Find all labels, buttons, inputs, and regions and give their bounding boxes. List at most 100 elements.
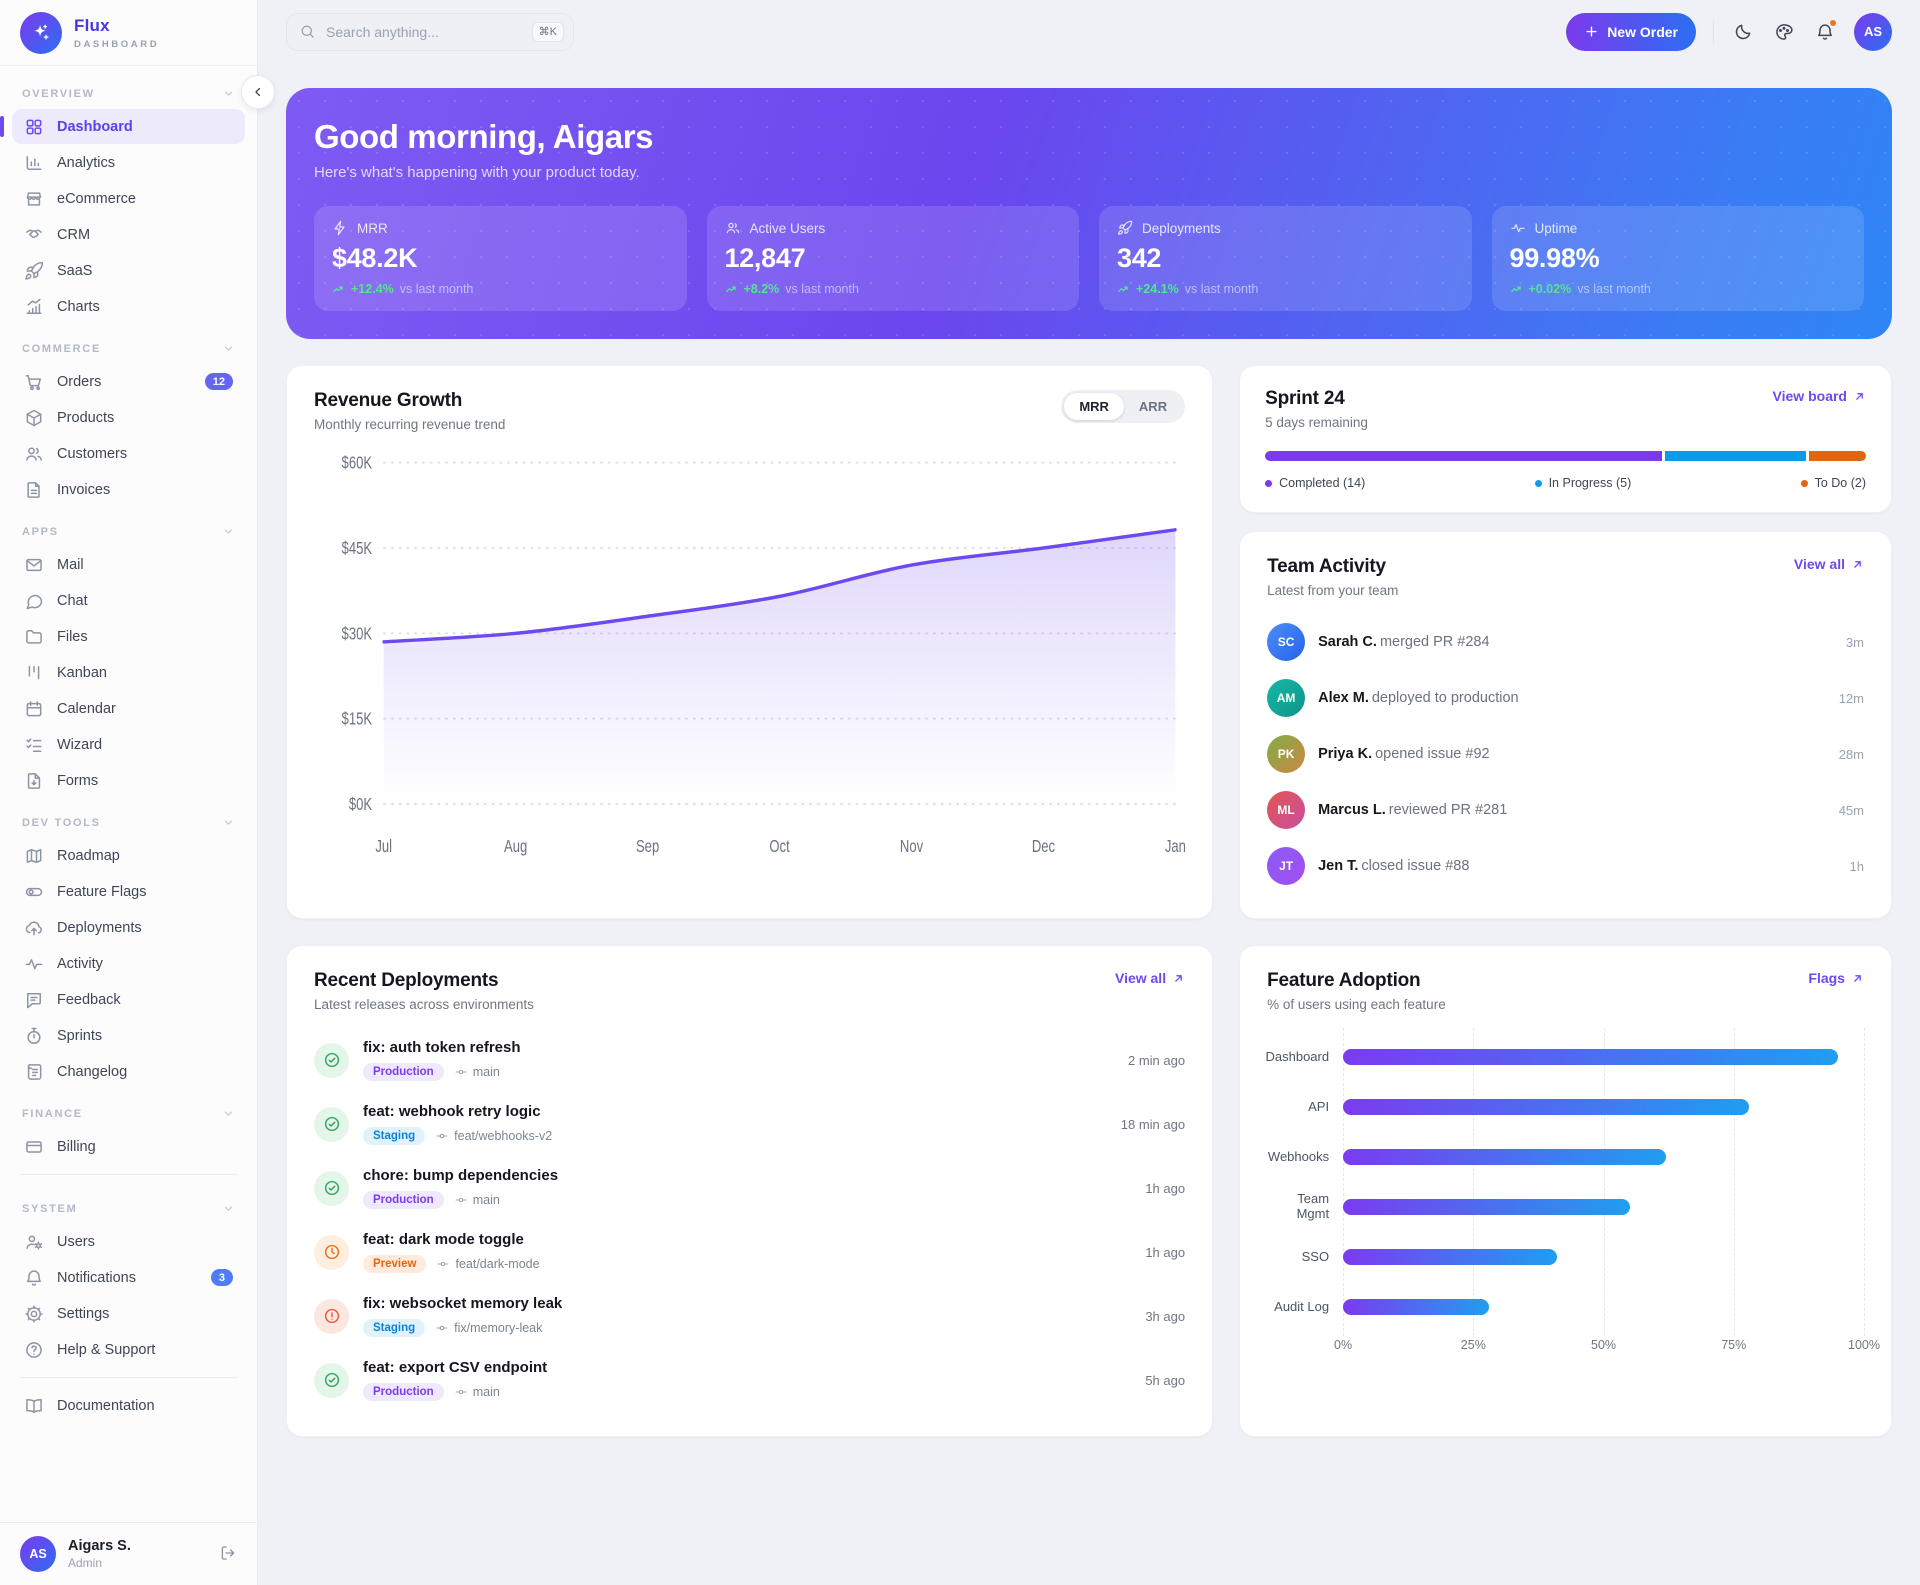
section-finance[interactable]: FINANCE	[0, 1090, 257, 1128]
sidebar-item-documentation[interactable]: Documentation	[12, 1388, 245, 1423]
rocket-icon	[1117, 220, 1133, 236]
sidebar-item-feature-flags[interactable]: Feature Flags	[12, 874, 245, 909]
theme-button[interactable]	[1772, 20, 1796, 44]
users-icon	[725, 220, 741, 236]
rocket-icon	[24, 261, 44, 281]
sidebar-item-orders[interactable]: Orders 12	[12, 364, 245, 399]
sidebar-item-roadmap[interactable]: Roadmap	[12, 838, 245, 873]
x-tick-label: 0%	[1334, 1338, 1353, 1352]
view-all-link[interactable]: View all	[1115, 970, 1185, 986]
notifications-button[interactable]	[1813, 17, 1838, 44]
gridline	[1733, 1028, 1735, 1336]
sidebar-item-products[interactable]: Products	[12, 400, 245, 435]
sidebar-item-notifications[interactable]: Notifications 3	[12, 1260, 245, 1295]
sidebar-item-crm[interactable]: CRM	[12, 217, 245, 252]
avatar[interactable]: AS	[1854, 12, 1892, 51]
status-success-icon	[314, 1170, 349, 1206]
chat-bubble-icon	[24, 591, 44, 611]
sidebar-item-feedback[interactable]: Feedback	[12, 982, 245, 1017]
zap-icon	[332, 220, 348, 236]
section-system[interactable]: SYSTEM	[0, 1185, 257, 1223]
sidebar-item-analytics[interactable]: Analytics	[12, 145, 245, 180]
activity-row: PK Priya K. opened issue #92 28m	[1267, 726, 1864, 782]
search-box[interactable]: ⌘K	[286, 12, 574, 51]
view-all-link[interactable]: View all	[1794, 556, 1864, 572]
sidebar-item-changelog[interactable]: Changelog	[12, 1054, 245, 1089]
area-fill	[383, 529, 1176, 804]
sidebar-item-label: Documentation	[57, 1397, 155, 1414]
status-error-icon	[314, 1298, 349, 1334]
x-tick-label: Oct	[769, 837, 790, 856]
sidebar-item-settings[interactable]: Settings	[12, 1296, 245, 1331]
logout-icon	[219, 1544, 237, 1562]
branch-name: main	[472, 1193, 500, 1207]
logout-button[interactable]	[219, 1544, 237, 1565]
deploy-title: feat: dark mode toggle	[363, 1231, 524, 1248]
section-apps[interactable]: APPS	[0, 508, 257, 546]
section-dev-tools[interactable]: DEV TOOLS	[0, 799, 257, 837]
adoption-bar-row	[1343, 1192, 1864, 1222]
topbar: ⌘K New Order AS	[258, 0, 1920, 63]
sidebar-item-files[interactable]: Files	[12, 619, 245, 654]
sidebar-item-forms[interactable]: Forms	[12, 763, 245, 798]
sidebar-item-calendar[interactable]: Calendar	[12, 691, 245, 726]
notifications-badge: 3	[210, 1269, 233, 1286]
sidebar-item-customers[interactable]: Customers	[12, 436, 245, 471]
mrr-arr-toggle: MRR ARR	[1061, 390, 1186, 423]
sidebar-collapse-button[interactable]	[241, 75, 275, 109]
sidebar-item-deployments[interactable]: Deployments	[12, 910, 245, 945]
adoption-bar-row	[1343, 1042, 1864, 1072]
sidebar-item-mail[interactable]: Mail	[12, 547, 245, 582]
sprint-legend: Completed (14) In Progress (5) To Do (2)	[1265, 476, 1866, 490]
x-tick-label: 100%	[1847, 1338, 1880, 1352]
deployment-row: fix: auth token refresh Production main 2…	[314, 1028, 1185, 1092]
sidebar-user[interactable]: AS Aigars S. Admin	[0, 1522, 257, 1585]
adoption-ticks: 0% 25% 50% 75% 100%	[1334, 1338, 1880, 1355]
stat-value: 342	[1117, 243, 1162, 273]
section-label: DEV TOOLS	[22, 816, 101, 829]
search-input[interactable]	[326, 23, 522, 40]
card-subtitle: Monthly recurring revenue trend	[314, 417, 506, 432]
activity-avatar: SC	[1267, 623, 1306, 661]
sidebar-item-activity[interactable]: Activity	[12, 946, 245, 981]
deployment-row: feat: export CSV endpoint Production main…	[314, 1348, 1185, 1412]
toggle-mrr[interactable]: MRR	[1064, 393, 1124, 420]
branch-name: feat/webhooks-v2	[454, 1129, 553, 1143]
env-badge: Preview	[363, 1255, 427, 1273]
sidebar-item-ecommerce[interactable]: eCommerce	[12, 181, 245, 216]
scroll-icon	[24, 1062, 44, 1082]
branch-name: feat/dark-mode	[455, 1257, 540, 1271]
new-order-label: New Order	[1607, 23, 1678, 40]
flags-link[interactable]: Flags	[1808, 970, 1864, 986]
form-file-icon	[24, 771, 44, 791]
activity-row: JT Jen T. closed issue #88 1h	[1267, 838, 1864, 894]
sidebar-item-wizard[interactable]: Wizard	[12, 727, 245, 762]
sidebar-item-saas[interactable]: SaaS	[12, 253, 245, 288]
view-board-link[interactable]: View board	[1773, 388, 1866, 404]
card-subtitle: Latest from your team	[1267, 583, 1399, 598]
gear-icon	[24, 1304, 44, 1324]
sidebar-item-chat[interactable]: Chat	[12, 583, 245, 618]
dark-mode-button[interactable]	[1731, 20, 1755, 44]
member-action: closed issue #88	[1361, 858, 1470, 874]
sidebar-item-charts[interactable]: Charts	[12, 289, 245, 324]
new-order-button[interactable]: New Order	[1566, 12, 1696, 51]
sidebar-item-dashboard[interactable]: Dashboard	[0, 109, 245, 144]
sidebar-item-billing[interactable]: Billing	[12, 1129, 245, 1164]
map-icon	[24, 846, 44, 866]
sidebar-item-label: Files	[57, 628, 88, 645]
handshake-icon	[24, 225, 44, 245]
calendar-icon	[24, 699, 44, 719]
sidebar-item-kanban[interactable]: Kanban	[12, 655, 245, 690]
sidebar-item-sprints[interactable]: Sprints	[12, 1018, 245, 1053]
toggle-arr[interactable]: ARR	[1124, 393, 1182, 420]
divider	[20, 1174, 237, 1175]
store-icon	[24, 189, 44, 209]
sidebar-item-invoices[interactable]: Invoices	[12, 472, 245, 507]
section-commerce[interactable]: COMMERCE	[0, 325, 257, 363]
section-overview[interactable]: OVERVIEW	[0, 70, 257, 108]
sidebar-item-help-support[interactable]: Help & Support	[12, 1332, 245, 1367]
activity-row: SC Sarah C. merged PR #284 3m	[1267, 614, 1864, 670]
sidebar-item-users[interactable]: Users	[12, 1224, 245, 1259]
adoption-labels: Dashboard API Webhooks Team Mgmt SSO Audit Lo…	[1265, 1042, 1329, 1322]
